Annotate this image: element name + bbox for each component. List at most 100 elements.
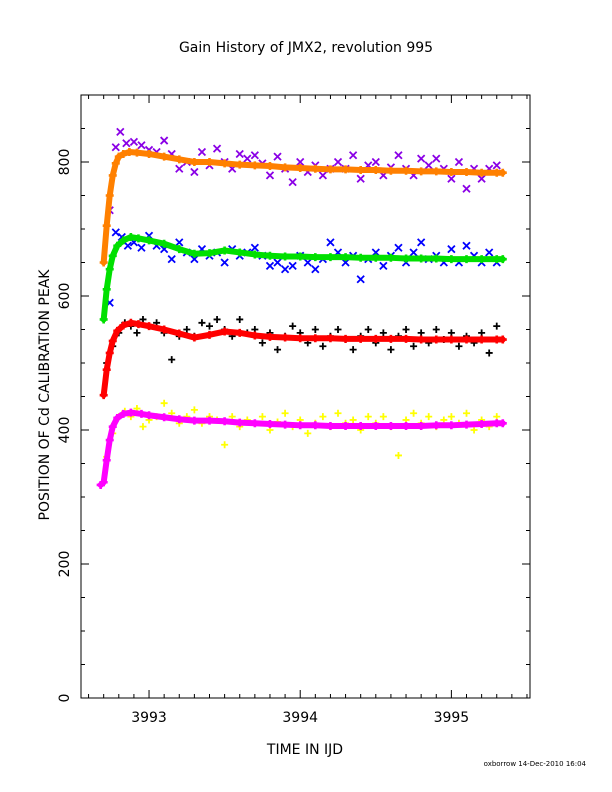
data-point — [462, 241, 471, 250]
plot-frame — [80, 94, 531, 699]
data-point — [485, 248, 494, 257]
data-point — [129, 137, 139, 147]
y-axis: 0 200 400 600 800 — [57, 94, 530, 703]
data-point — [371, 248, 380, 257]
data-point — [348, 151, 358, 160]
data-point — [371, 157, 380, 167]
data-point — [139, 315, 147, 323]
x-axis: 3993 3994 3995 — [88, 95, 528, 726]
fit-curve — [97, 409, 506, 488]
data-point — [206, 322, 214, 330]
data-point — [167, 255, 176, 264]
data-point — [432, 326, 440, 333]
data-point — [410, 409, 418, 417]
y-tick-label: 400 — [57, 417, 73, 444]
data-point — [447, 413, 455, 421]
data-point — [274, 346, 282, 354]
data-point — [470, 426, 478, 434]
data-point — [281, 409, 289, 417]
data-point — [236, 315, 244, 323]
data-point — [213, 315, 221, 323]
data-point — [326, 238, 335, 247]
data-point — [175, 164, 184, 173]
data-point — [190, 167, 199, 177]
data-point — [197, 147, 207, 157]
data-point — [364, 326, 372, 333]
data-point — [318, 171, 328, 180]
data-point — [265, 171, 275, 180]
data-point — [319, 413, 327, 421]
series-1 — [99, 147, 507, 267]
data-point — [379, 329, 387, 337]
data-point — [463, 409, 471, 417]
data-point — [160, 136, 169, 145]
x-tick-label: 3995 — [434, 710, 470, 726]
data-point — [478, 329, 486, 337]
data-point — [198, 319, 206, 327]
data-point — [462, 184, 471, 193]
data-point — [168, 356, 176, 364]
data-point — [333, 157, 343, 167]
data-point — [319, 342, 327, 350]
data-point — [243, 154, 252, 163]
data-point — [417, 329, 425, 337]
data-point — [364, 413, 372, 421]
data-point — [250, 243, 259, 252]
data-point — [409, 248, 418, 257]
data-point — [258, 339, 266, 347]
data-point — [303, 258, 312, 267]
data-point — [111, 228, 120, 237]
data-point — [485, 349, 493, 357]
data-point — [424, 161, 433, 170]
data-point — [387, 346, 395, 354]
series-4 — [103, 315, 501, 367]
data-point — [280, 265, 290, 274]
y-tick-label: 0 — [57, 694, 73, 703]
data-point — [212, 144, 222, 153]
data-point — [296, 157, 305, 167]
data-point — [493, 322, 501, 330]
x-tick-label: 3994 — [282, 710, 318, 726]
data-point — [160, 399, 168, 407]
data-point — [221, 441, 229, 449]
data-point — [273, 152, 282, 161]
data-point — [190, 255, 199, 264]
data-point — [116, 127, 125, 136]
x-tick-label: 3993 — [131, 710, 167, 726]
data-point — [440, 416, 448, 424]
fit-curve — [100, 148, 506, 266]
series-6 — [103, 399, 501, 461]
y-tick-label: 200 — [57, 551, 73, 578]
data-point — [477, 174, 486, 183]
series-7 — [96, 408, 507, 489]
data-point — [311, 326, 319, 333]
data-point — [228, 413, 236, 421]
data-point — [432, 154, 441, 163]
y-axis-label: POSITION OF Cd CALIBRATION PEAK — [37, 269, 53, 521]
footer-credit: oxborrow 14-Dec-2010 16:04 — [484, 760, 587, 768]
data-point — [349, 346, 357, 354]
chart-title: Gain History of JMX2, revolution 995 — [179, 40, 433, 56]
data-point — [288, 261, 297, 270]
data-point — [220, 258, 229, 267]
data-point — [265, 261, 275, 270]
data-point — [288, 177, 297, 187]
data-point — [334, 326, 342, 333]
data-point — [454, 157, 464, 167]
data-point — [356, 174, 365, 183]
data-point — [492, 161, 501, 170]
data-point — [137, 141, 146, 150]
data-point — [356, 275, 365, 284]
data-point — [311, 265, 320, 274]
data-point — [417, 154, 426, 163]
data-point — [394, 151, 403, 160]
series-3 — [99, 233, 507, 324]
data-point — [447, 329, 455, 337]
data-point — [123, 241, 133, 250]
data-point — [183, 326, 191, 333]
y-tick-label: 600 — [57, 283, 73, 310]
data-point — [258, 413, 266, 421]
data-point — [334, 409, 342, 417]
data-point — [447, 244, 456, 254]
